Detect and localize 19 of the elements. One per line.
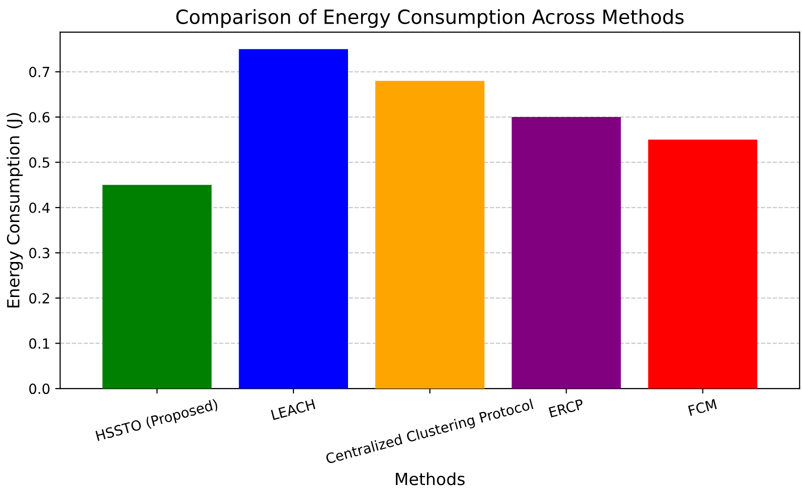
x-tick-label: ERCP <box>548 398 584 418</box>
x-axis-title: Methods <box>396 472 465 486</box>
y-axis-title: Energy Consumption (J) <box>6 113 23 308</box>
bar <box>512 117 621 389</box>
y-tick-label: 0.2 <box>29 293 50 304</box>
bar <box>375 80 484 389</box>
x-tick-label: LEACH <box>270 398 316 420</box>
y-tick-label: 0.1 <box>29 338 50 349</box>
x-tick-label: FCM <box>688 398 717 416</box>
chart-title: Comparison of Energy Consumption Across Methods <box>176 9 684 28</box>
bar <box>102 184 212 389</box>
y-tick-label: 0.0 <box>29 384 50 394</box>
y-tick-label: 0.7 <box>29 66 50 78</box>
y-tick-label: 0.3 <box>29 248 50 258</box>
y-tick-label: 0.5 <box>29 157 50 168</box>
bar <box>648 140 758 389</box>
y-tick-label: 0.6 <box>29 112 50 123</box>
bar <box>238 49 348 389</box>
y-tick-label: 0.4 <box>29 202 50 214</box>
